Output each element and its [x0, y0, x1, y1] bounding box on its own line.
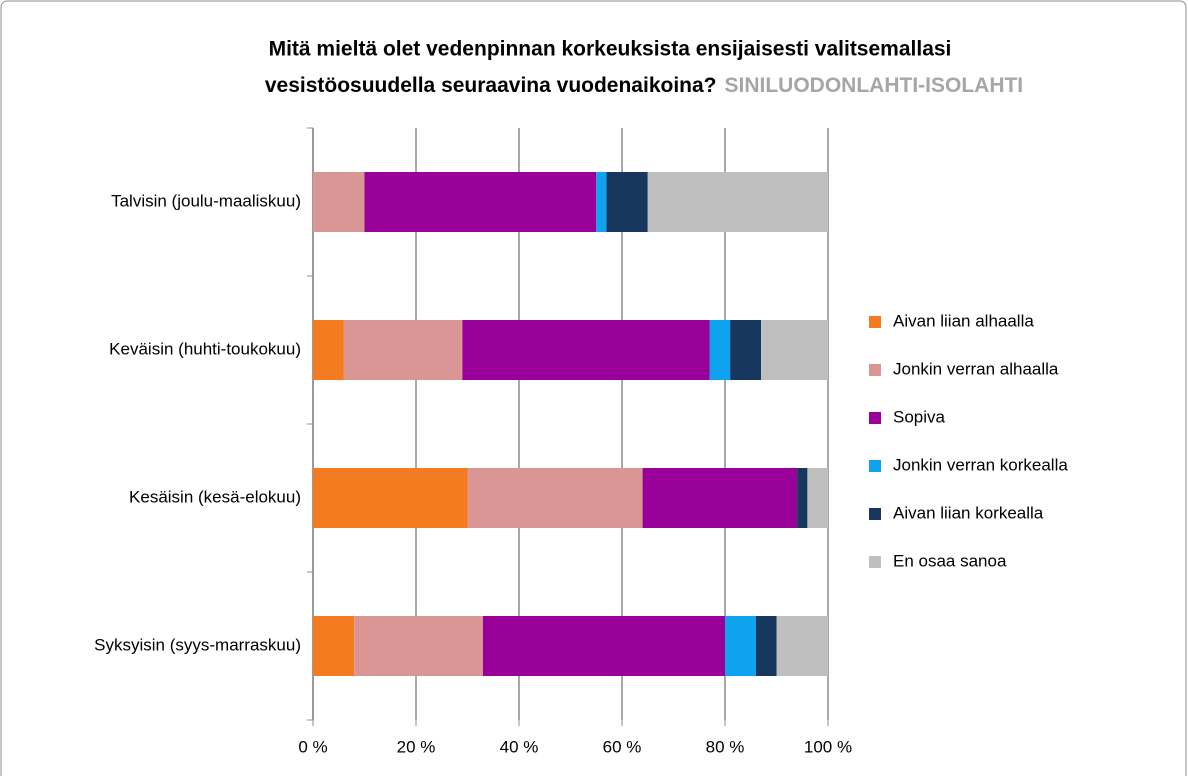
chart-title: Mitä mieltä olet vedenpinnan korkeuksist… — [269, 38, 952, 61]
bar-segment — [725, 616, 756, 676]
legend-swatch — [869, 316, 881, 328]
legend-label: En osaa sanoa — [893, 551, 1007, 570]
legend-label: Aivan liian korkealla — [893, 503, 1044, 522]
legend-label: Aivan liian alhaalla — [893, 311, 1034, 330]
bar-segment — [482, 616, 725, 676]
legend-label: Jonkin verran alhaalla — [893, 359, 1059, 378]
legend-swatch — [869, 508, 881, 520]
chart-subtitle: SINILUODONLAHTI-ISOLAHTI — [725, 74, 1024, 97]
bar-segment — [606, 172, 648, 232]
x-tick-label: 80 % — [706, 737, 745, 756]
legend-swatch — [869, 364, 881, 376]
bar-segment — [755, 616, 777, 676]
x-tick-label: 60 % — [603, 737, 642, 756]
y-tick-label: Kesäisin (kesä-elokuu) — [129, 487, 301, 506]
legend-swatch — [869, 556, 881, 568]
bar-segment — [313, 172, 365, 232]
y-tick-label: Keväisin (huhti-toukokuu) — [109, 339, 301, 358]
y-tick-label: Syksyisin (syys-marraskuu) — [94, 635, 301, 654]
bar-segment — [462, 320, 710, 380]
x-tick-label: 20 % — [397, 737, 436, 756]
bar-segment — [313, 616, 355, 676]
bar-segment — [761, 320, 828, 380]
bar-segment — [364, 172, 597, 232]
bar-segment — [343, 320, 463, 380]
bar-segment — [313, 320, 344, 380]
bar-segment — [642, 468, 798, 528]
bar-segment — [776, 616, 828, 676]
bar-segment — [797, 468, 808, 528]
bar-segment — [709, 320, 731, 380]
bar-segment — [596, 172, 607, 232]
legend-swatch — [869, 460, 881, 472]
x-tick-label: 100 % — [804, 737, 852, 756]
x-tick-label: 40 % — [500, 737, 539, 756]
legend-label: Jonkin verran korkealla — [893, 455, 1068, 474]
x-tick-label: 0 % — [298, 737, 327, 756]
chart-title-line: vesistöosuudella seuraavina vuodenaikoin… — [265, 74, 1023, 97]
bar-segment — [467, 468, 643, 528]
legend-label: Sopiva — [893, 407, 946, 426]
chart-title: vesistöosuudella seuraavina vuodenaikoin… — [265, 74, 717, 97]
bar-segment — [354, 616, 483, 676]
bar-segment — [647, 172, 828, 232]
y-tick-label: Talvisin (joulu-maaliskuu) — [111, 191, 301, 210]
bar-segment — [807, 468, 828, 528]
legend-swatch — [869, 412, 881, 424]
bar-segment — [730, 320, 762, 380]
bar-segment — [313, 468, 468, 528]
